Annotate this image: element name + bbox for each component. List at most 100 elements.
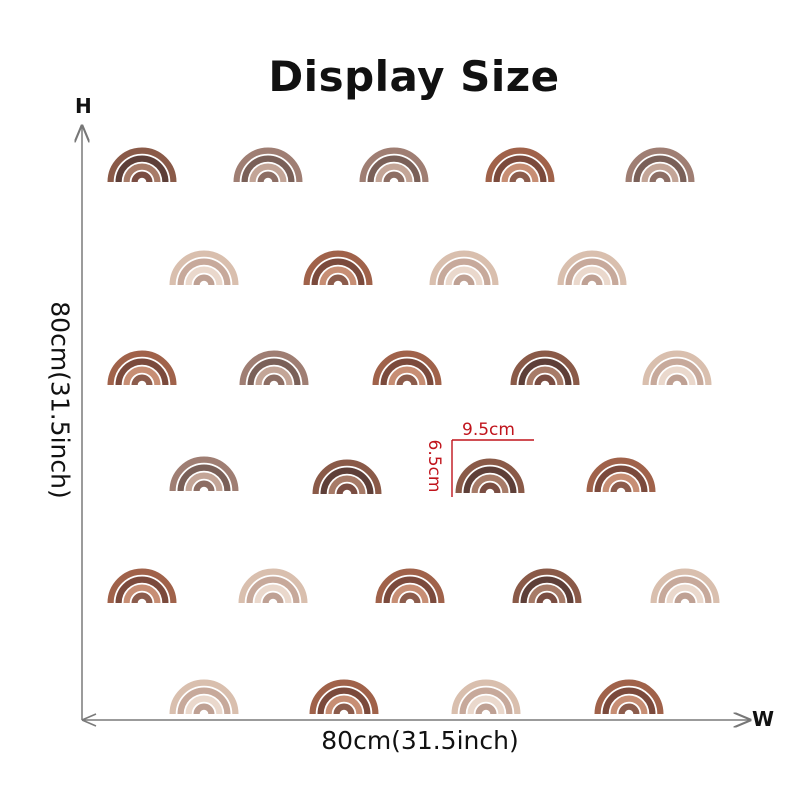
rainbow-band	[238, 568, 308, 604]
rainbow-band	[177, 258, 231, 286]
rainbow-band	[336, 483, 358, 495]
rainbow-band	[455, 458, 525, 494]
rainbow-band	[333, 703, 355, 715]
rainbow-sticker	[455, 458, 525, 494]
rainbow-sticker	[625, 147, 695, 183]
rainbow-sticker	[485, 147, 555, 183]
rainbow-band	[193, 274, 215, 286]
rainbow-band	[396, 374, 418, 386]
rainbow-band	[399, 592, 421, 604]
rainbow-band	[254, 584, 292, 604]
rainbow-band	[437, 258, 491, 286]
rainbow-band	[429, 250, 499, 286]
rainbow-band	[633, 155, 687, 183]
rainbow-band	[317, 687, 371, 715]
rainbow-band	[528, 584, 566, 604]
rainbow-band	[241, 155, 295, 183]
rainbow-band	[115, 358, 169, 386]
rainbow-band	[388, 366, 426, 386]
rainbow-sticker	[107, 568, 177, 604]
rainbow-band	[131, 592, 153, 604]
rainbow-band	[518, 358, 572, 386]
rainbow-band	[375, 568, 445, 604]
rainbow-band	[610, 695, 648, 715]
rainbow-band	[565, 258, 619, 286]
rainbow-band	[193, 703, 215, 715]
rainbow-band	[359, 147, 429, 183]
rainbow-band	[312, 459, 382, 495]
rainbow-band	[372, 350, 442, 386]
rainbow-band	[319, 266, 357, 286]
rainbow-band	[618, 703, 640, 715]
rainbow-band	[249, 163, 287, 183]
rainbow-band	[610, 481, 632, 493]
rainbow-band	[666, 584, 704, 604]
rainbow-band	[594, 679, 664, 715]
rainbow-sticker	[303, 250, 373, 286]
rainbow-band	[185, 695, 223, 715]
rainbow-sticker	[169, 679, 239, 715]
rainbow-band	[169, 456, 239, 492]
rainbow-band	[557, 250, 627, 286]
rainbow-band	[177, 464, 231, 492]
rainbow-band	[257, 171, 279, 183]
rainbow-sticker	[309, 679, 379, 715]
rainbow-band	[107, 147, 177, 183]
rainbow-sticker	[586, 457, 656, 493]
rainbow-band	[380, 358, 434, 386]
rainbow-sticker	[169, 456, 239, 492]
width-dimension-label: 80cm(31.5inch)	[321, 726, 519, 755]
rainbow-band	[625, 147, 695, 183]
rainbow-band	[303, 250, 373, 286]
rainbow-band	[581, 274, 603, 286]
rainbow-band	[453, 274, 475, 286]
rainbow-band	[320, 467, 374, 495]
height-dimension-label: 80cm(31.5inch)	[45, 301, 75, 499]
axis-origin-tick	[81, 713, 97, 721]
rainbow-sticker	[239, 350, 309, 386]
rainbow-band	[383, 171, 405, 183]
rainbow-band	[115, 576, 169, 604]
width-axis-letter: W	[752, 707, 775, 731]
rainbow-band	[263, 374, 285, 386]
rainbow-band	[649, 171, 671, 183]
rainbow-band	[131, 171, 153, 183]
rainbow-sticker	[107, 147, 177, 183]
rainbow-sticker	[169, 250, 239, 286]
rainbow-band	[459, 687, 513, 715]
sample-width-label: 9.5cm	[462, 420, 515, 440]
rainbow-band	[107, 350, 177, 386]
rainbow-band	[520, 576, 574, 604]
rainbow-sticker	[650, 568, 720, 604]
rainbow-band	[325, 695, 363, 715]
rainbow-band	[246, 576, 300, 604]
sample-height-label: 6.5cm	[424, 439, 444, 493]
rainbow-band	[383, 576, 437, 604]
rainbow-sticker	[107, 350, 177, 386]
rainbow-band	[123, 366, 161, 386]
rainbow-band	[512, 568, 582, 604]
rainbow-band	[185, 266, 223, 286]
rainbow-band	[510, 350, 580, 386]
rainbow-band	[471, 474, 509, 494]
rainbow-band	[467, 695, 505, 715]
rainbow-sticker	[429, 250, 499, 286]
rainbow-grid	[107, 147, 720, 715]
rainbow-band	[169, 679, 239, 715]
rainbow-band	[463, 466, 517, 494]
rainbow-sticker	[359, 147, 429, 183]
rainbow-sticker	[233, 147, 303, 183]
rainbow-band	[650, 568, 720, 604]
rainbow-band	[658, 576, 712, 604]
rainbow-band	[642, 350, 712, 386]
rainbow-band	[602, 687, 656, 715]
rainbow-band	[509, 171, 531, 183]
rainbow-sticker	[312, 459, 382, 495]
rainbow-band	[239, 350, 309, 386]
rainbow-band	[641, 163, 679, 183]
rainbow-band	[534, 374, 556, 386]
rainbow-band	[594, 465, 648, 493]
rainbow-band	[391, 584, 429, 604]
rainbow-band	[650, 358, 704, 386]
